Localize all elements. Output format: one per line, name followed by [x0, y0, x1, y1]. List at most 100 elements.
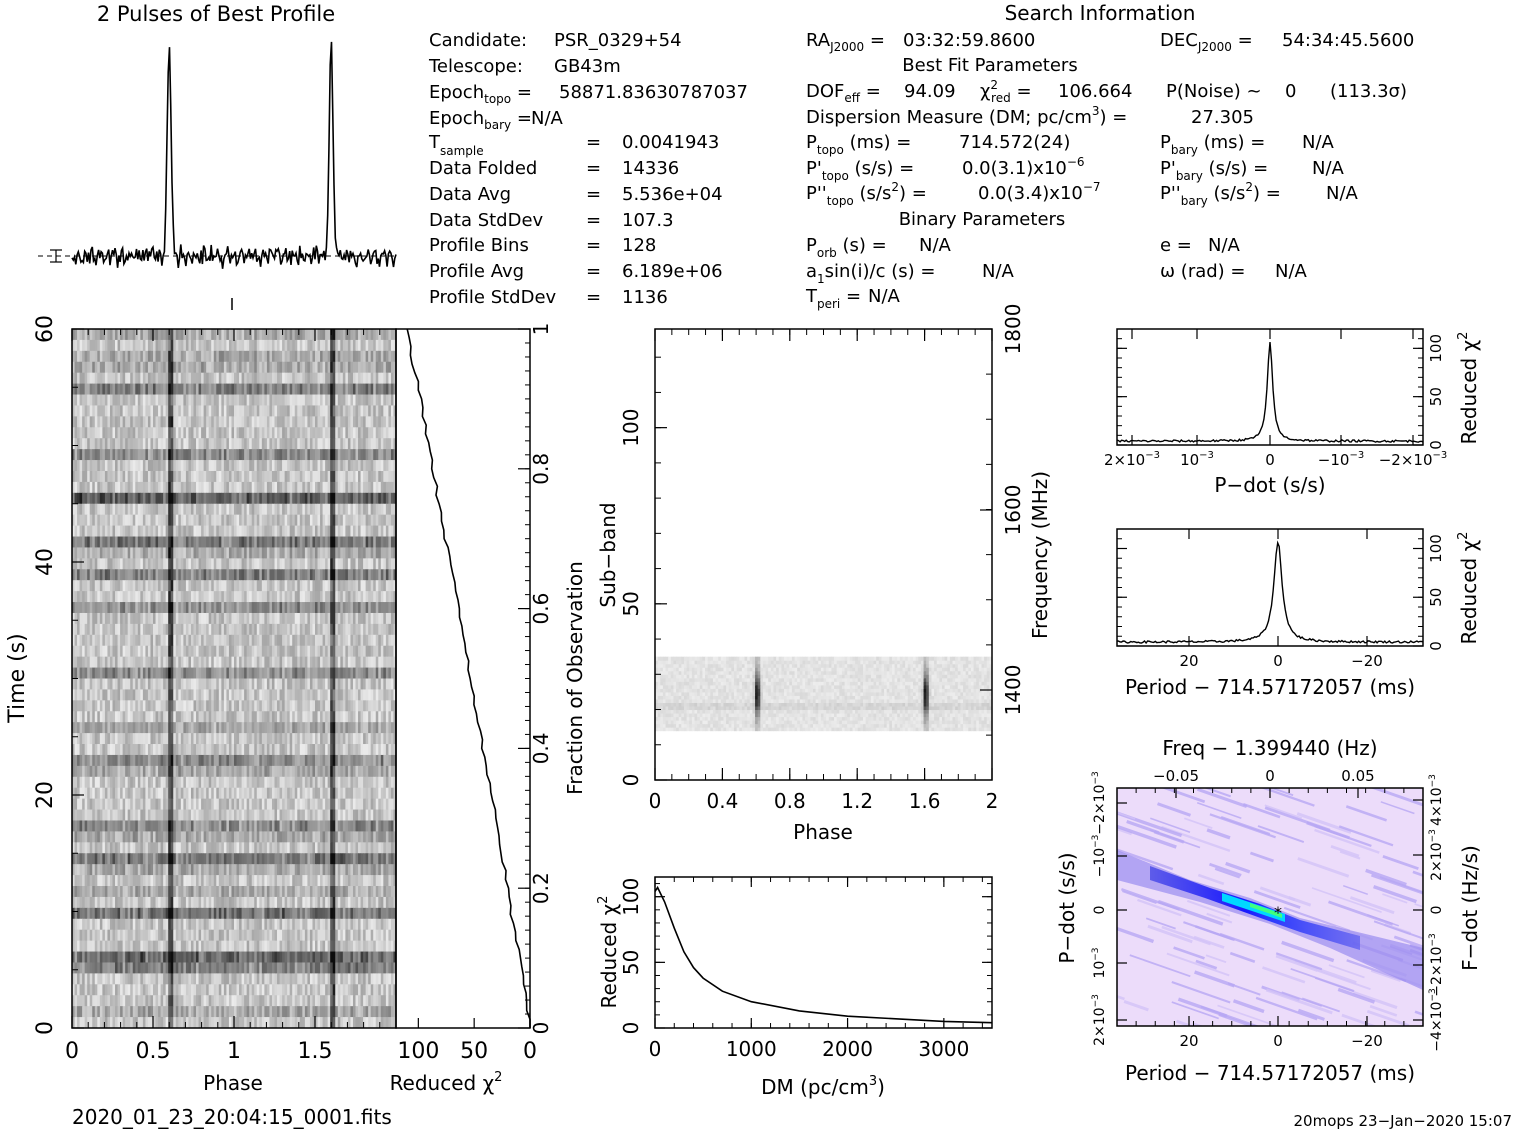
time-phase-cell	[77, 470, 81, 483]
time-phase-cell	[112, 503, 116, 516]
time-phase-cell	[201, 449, 205, 461]
time-phase-cell	[378, 667, 382, 679]
time-phase-cell	[104, 449, 108, 461]
time-phase-cell	[173, 667, 177, 679]
time-phase-cell	[271, 569, 275, 581]
time-phase-cell	[271, 591, 275, 603]
time-phase-cell	[163, 383, 167, 396]
time-phase-cell	[102, 700, 106, 712]
time-phase-cell	[125, 460, 129, 472]
time-phase-cell	[231, 689, 235, 701]
time-phase-cell	[375, 656, 379, 669]
time-phase-cell	[246, 416, 250, 428]
time-phase-cell	[294, 558, 298, 570]
time-phase-cell	[282, 339, 286, 352]
time-phase-cell	[256, 470, 260, 483]
time-phase-cell	[256, 591, 260, 603]
time-phase-cell	[223, 558, 227, 570]
time-phase-cell	[216, 361, 220, 374]
time-phase-cell	[309, 350, 313, 363]
time-phase-cell	[347, 481, 351, 494]
time-phase-cell	[79, 612, 83, 625]
time-phase-cell	[355, 678, 359, 690]
time-phase-cell	[77, 678, 81, 690]
time-phase-cell	[82, 689, 86, 701]
time-phase-cell	[355, 656, 359, 669]
time-phase-cell	[390, 438, 394, 450]
time-phase-cell	[327, 678, 331, 690]
time-phase-cell	[92, 634, 96, 647]
time-phase-cell	[358, 547, 362, 559]
pd-bary-label: P'bary (s/s) =	[1160, 158, 1268, 183]
time-phase-cell	[358, 361, 362, 374]
time-phase-cell	[221, 329, 225, 341]
time-phase-cell	[132, 438, 136, 450]
time-phase-cell	[269, 361, 273, 374]
time-phase-cell	[150, 547, 154, 559]
time-phase-cell	[150, 602, 154, 614]
time-phase-cell	[332, 339, 336, 352]
time-phase-cell	[153, 623, 157, 636]
time-phase-cell	[150, 405, 154, 417]
time-phase-cell	[261, 339, 265, 352]
time-phase-cell	[261, 416, 265, 428]
time-phase-cell	[271, 438, 275, 450]
time-phase-cell	[188, 329, 192, 341]
time-phase-cell	[142, 492, 146, 505]
time-phase-cell	[327, 416, 331, 428]
time-phase-cell	[256, 394, 260, 406]
time-phase-cell	[277, 689, 281, 701]
time-phase-cell	[127, 514, 131, 527]
time-phase-cell	[163, 656, 167, 669]
time-phase-cell	[368, 383, 372, 396]
time-phase-cell	[264, 656, 268, 669]
time-phase-cell	[264, 470, 268, 483]
time-phase-cell	[127, 329, 131, 341]
time-phase-cell	[322, 383, 326, 396]
time-phase-cell	[160, 470, 164, 483]
time-phase-cell	[380, 612, 384, 625]
time-phase-cell	[315, 656, 319, 669]
time-phase-cell	[109, 525, 113, 538]
time-phase-cell	[332, 656, 336, 669]
time-phase-cell	[380, 481, 384, 494]
time-phase-cell	[190, 394, 194, 406]
time-phase-cell	[266, 460, 270, 472]
time-phase-cell	[120, 667, 124, 679]
time-phase-cell	[208, 678, 212, 690]
time-phase-cell	[284, 569, 288, 581]
time-phase-cell	[284, 438, 288, 450]
time-phase-cell	[193, 536, 197, 548]
time-phase-cell	[72, 656, 76, 669]
time-phase-cell	[120, 602, 124, 614]
time-phase-cell	[279, 623, 283, 636]
time-phase-cell	[74, 361, 78, 374]
time-phase-cell	[196, 689, 200, 701]
time-phase-cell	[246, 394, 250, 406]
time-phase-cell	[213, 689, 217, 701]
time-phase-cell	[390, 623, 394, 636]
time-phase-cell	[231, 460, 235, 472]
time-phase-cell	[125, 350, 129, 363]
time-phase-cell	[216, 372, 220, 385]
time-phase-cell	[373, 558, 377, 570]
time-phase-cell	[320, 602, 324, 614]
time-phase-cell	[393, 470, 396, 483]
time-phase-cell	[104, 558, 108, 570]
time-phase-cell	[239, 580, 243, 592]
time-phase-cell	[74, 449, 78, 461]
time-phase-cell	[132, 514, 136, 527]
time-phase-cell	[264, 372, 268, 385]
time-phase-cell	[223, 460, 227, 472]
time-phase-cell	[244, 547, 248, 559]
time-phase-cell	[198, 350, 202, 363]
time-phase-cell	[342, 591, 346, 603]
time-phase-cell	[302, 547, 306, 559]
time-phase-cell	[213, 569, 217, 581]
time-phase-cell	[259, 361, 263, 374]
time-phase-cell	[332, 427, 336, 439]
time-phase-cell	[180, 602, 184, 614]
time-phase-cell	[228, 612, 232, 625]
time-phase-cell	[137, 372, 141, 385]
time-phase-cell	[234, 405, 238, 417]
